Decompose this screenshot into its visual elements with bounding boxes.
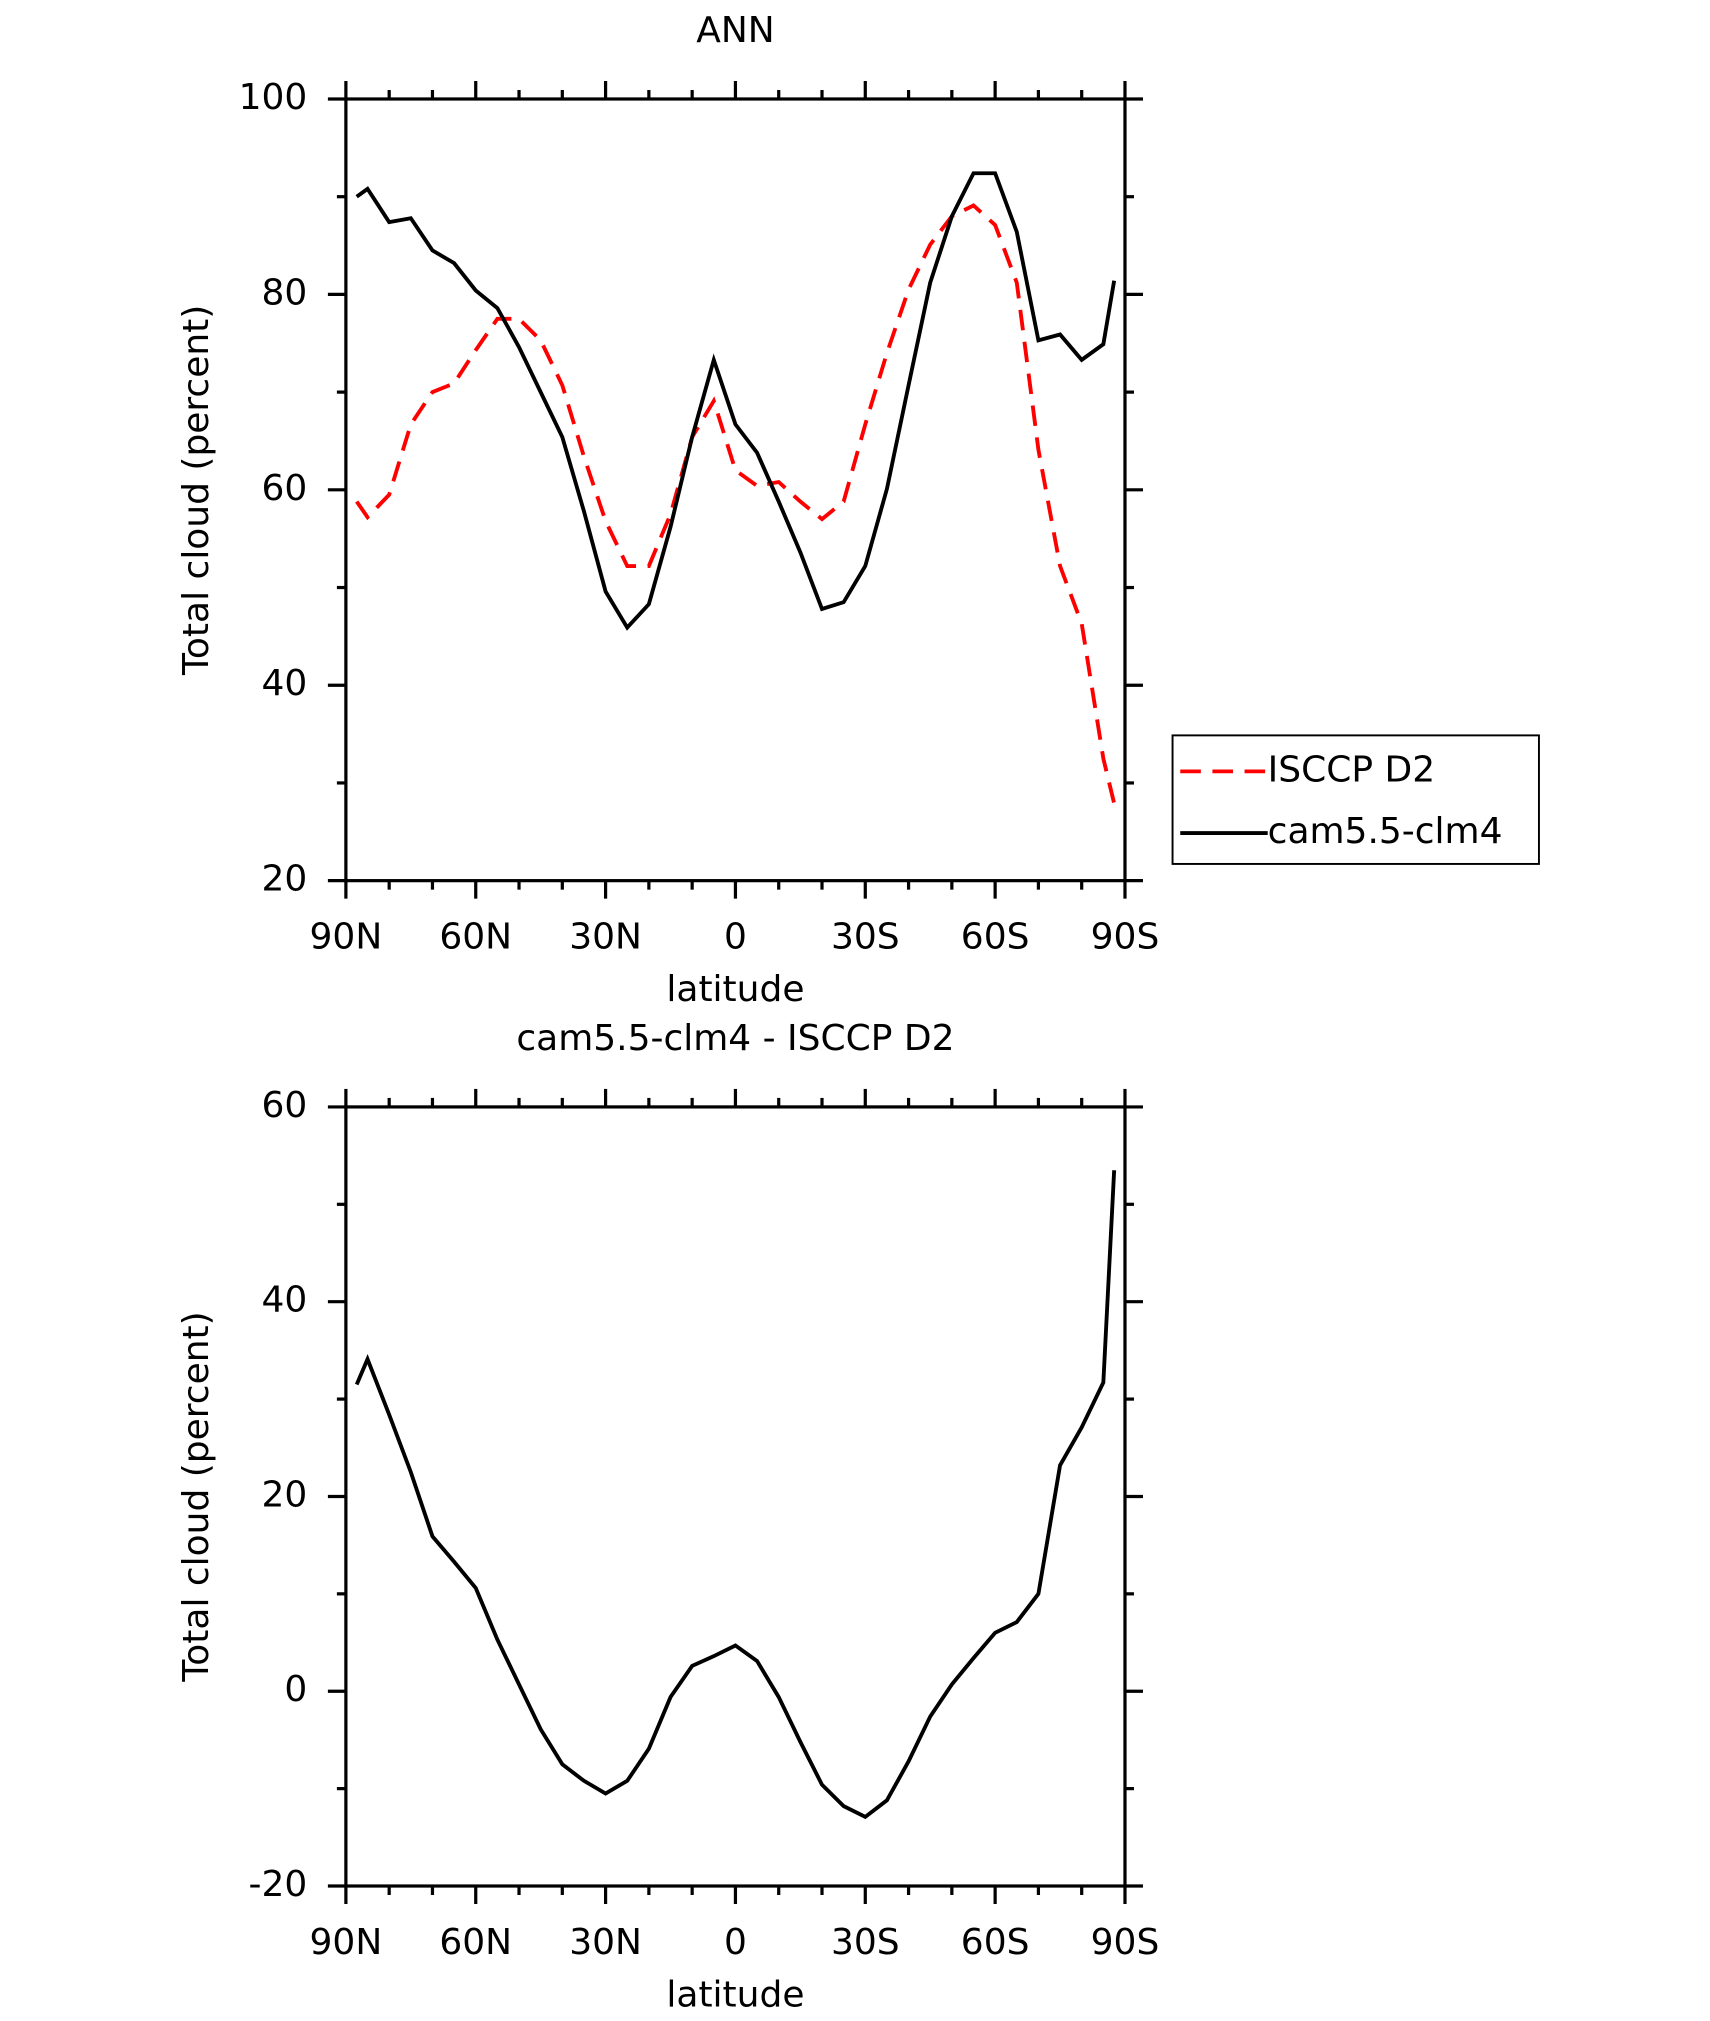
y-tick-label: 60 (262, 1085, 308, 1126)
x-tick-label: 60N (439, 1922, 512, 1963)
plot-frame (344, 1105, 1127, 1888)
y-tick-label: -20 (249, 1864, 308, 1905)
data-line (355, 171, 1117, 631)
y-tick-label: 0 (284, 1669, 307, 1710)
chart-title: ANN (696, 10, 774, 51)
x-tick-label: 60S (961, 917, 1030, 958)
x-tick-label: 60N (439, 917, 512, 958)
y-tick-label: 40 (262, 1280, 308, 1321)
legend-label: ISCCP D2 (1268, 749, 1435, 790)
y-tick-label: 20 (262, 859, 308, 900)
x-tick-label: 30N (569, 917, 642, 958)
x-tick-label: 0 (724, 1922, 747, 1963)
legend-label: cam5.5-clm4 (1268, 811, 1503, 852)
x-tick-label: 30N (569, 1922, 642, 1963)
x-tick-label: 60S (961, 1922, 1030, 1963)
data-line (355, 203, 1117, 804)
x-axis-label: latitude (666, 969, 804, 1010)
x-tick-label: 90N (310, 1922, 383, 1963)
y-axis-label: Total cloud (percent) (176, 1311, 217, 1682)
x-tick-label: 30S (831, 917, 900, 958)
data-line (354, 1170, 1117, 1820)
y-tick-label: 100 (239, 77, 308, 118)
plot-frame (344, 97, 1127, 883)
x-tick-label: 30S (831, 1922, 900, 1963)
x-tick-label: 90S (1091, 917, 1160, 958)
chart-title: cam5.5-clm4 - ISCCP D2 (516, 1018, 954, 1059)
x-tick-label: 90S (1091, 1922, 1160, 1963)
legend-box (1171, 734, 1540, 865)
y-axis-label: Total cloud (percent) (176, 305, 217, 676)
x-axis-label: latitude (666, 1975, 804, 2016)
y-tick-label: 40 (262, 663, 308, 704)
y-tick-label: 80 (262, 272, 308, 313)
y-tick-label: 20 (262, 1474, 308, 1515)
x-tick-label: 90N (310, 917, 383, 958)
y-tick-label: 60 (262, 468, 308, 509)
x-tick-label: 0 (724, 917, 747, 958)
